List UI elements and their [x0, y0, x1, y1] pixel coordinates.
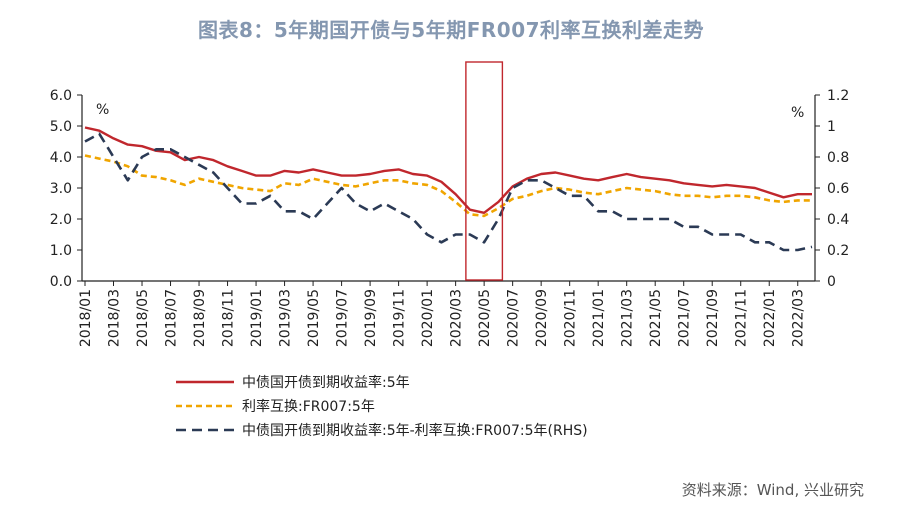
x-tick-label: 2021/01 — [591, 289, 607, 347]
x-tick-label: 2019/01 — [249, 289, 265, 347]
right-unit-label: % — [791, 105, 804, 121]
left-unit-label: % — [96, 102, 109, 118]
legend-label-2: 利率互换:FR007:5年 — [242, 398, 375, 415]
x-tick-label: 2020/11 — [563, 289, 579, 347]
x-tick-label: 2018/01 — [78, 289, 94, 347]
x-tick-label: 2018/07 — [164, 289, 180, 347]
x-tick-label: 2021/05 — [648, 289, 664, 347]
left-tick-label: 0.0 — [50, 274, 72, 290]
x-tick-label: 2020/01 — [420, 289, 436, 347]
left-tick-label: 3.0 — [50, 181, 72, 197]
left-tick-label: 2.0 — [50, 212, 72, 228]
x-tick-label: 2018/11 — [221, 289, 237, 347]
x-tick-label: 2019/11 — [392, 289, 408, 347]
x-tick-label: 2021/07 — [677, 289, 693, 347]
right-tick-label: 1.2 — [827, 88, 849, 104]
chart-title: 图表8：5年期国开债与5年期FR007利率互换利差走势 — [197, 18, 705, 42]
series-line-1 — [84, 126, 812, 215]
x-tick-label: 2021/03 — [620, 289, 636, 347]
x-tick-label: 2018/09 — [192, 289, 208, 347]
highlight-box — [465, 61, 504, 281]
right-tick-label: 0.8 — [827, 150, 849, 166]
right-tick-label: 0.6 — [827, 181, 849, 197]
x-tick-label: 2020/03 — [449, 289, 465, 347]
x-tick-label: 2020/07 — [506, 289, 522, 347]
x-tick-label: 2018/03 — [107, 289, 123, 347]
x-tick-label: 2019/05 — [306, 289, 322, 347]
series-lines — [84, 61, 813, 281]
x-tick-label: 2022/03 — [791, 289, 807, 347]
right-tick-label: 0.2 — [827, 243, 849, 259]
left-tick-label: 5.0 — [50, 119, 72, 135]
left-tick-label: 1.0 — [50, 243, 72, 259]
legend: 中债国开债到期收益率:5年利率互换:FR007:5年中债国开债到期收益率:5年-… — [176, 374, 588, 439]
x-tick-label: 2019/03 — [278, 289, 294, 347]
left-tick-label: 6.0 — [50, 88, 72, 104]
left-tick-label: 4.0 — [50, 150, 72, 166]
x-tick-label: 2021/09 — [705, 289, 721, 347]
x-tick-label: 2022/01 — [762, 289, 778, 347]
x-tick-label: 2021/11 — [734, 289, 750, 347]
legend-label-1: 中债国开债到期收益率:5年 — [242, 374, 410, 391]
axes: 0.0 1.0 2.0 3.0 4.0 5.0 6.0 0 0.2 0.4 0.6 0.8 1 1.2%%… — [50, 88, 850, 347]
legend-label-3: 中债国开债到期收益率:5年-利率互换:FR007:5年(RHS) — [242, 422, 588, 439]
x-tick-label: 2018/05 — [135, 289, 151, 347]
right-tick-label: 1 — [827, 119, 836, 135]
source-note: 资料来源：Wind, 兴业研究 — [681, 481, 864, 499]
right-tick-label: 0.4 — [827, 212, 849, 228]
right-tick-label: 0 — [827, 274, 836, 290]
x-tick-label: 2020/09 — [534, 289, 550, 347]
x-tick-label: 2019/07 — [335, 289, 351, 347]
x-tick-label: 2020/05 — [477, 289, 493, 347]
x-tick-label: 2019/09 — [363, 289, 379, 347]
series-line-3 — [84, 132, 813, 252]
